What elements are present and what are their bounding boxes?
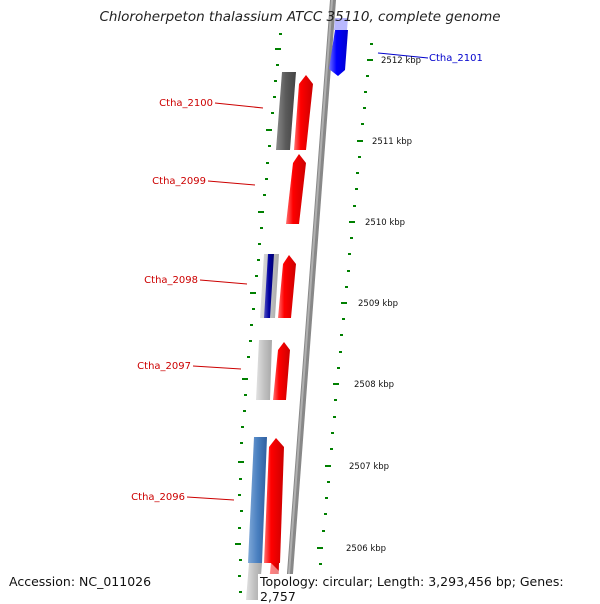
leader-ctha-2096 (186, 496, 235, 501)
leader-ctha-2097 (192, 365, 242, 370)
scale-label: 2511 kbp (372, 137, 412, 147)
scale-label: 2508 kbp (354, 380, 394, 390)
genome-backbone-highlight (286, 0, 333, 600)
gene-ctha-2101[interactable] (329, 30, 348, 76)
gene-ctha-2096-forward[interactable] (264, 438, 284, 563)
scale-label: 2506 kbp (346, 544, 386, 554)
gene-partial-forward-tip (264, 563, 280, 575)
gene-ctha-2097-forward[interactable] (273, 342, 290, 400)
gene-label-ctha-2096[interactable]: Ctha_2096 (131, 492, 185, 503)
leader-ctha-2099 (207, 180, 256, 186)
gene-ctha-2101-cap (334, 18, 348, 30)
leader-ctha-2098 (199, 279, 248, 285)
accession-label: Accession: NC_011026 (7, 574, 154, 589)
gene-label-ctha-2099[interactable]: Ctha_2099 (152, 176, 206, 187)
feature-ctha-2096-steel (248, 437, 267, 563)
scale-label: 2507 kbp (349, 462, 389, 472)
gene-label-ctha-2097[interactable]: Ctha_2097 (137, 361, 191, 372)
feature-ctha-2097-light (256, 340, 272, 400)
leader-ctha-2101 (377, 52, 429, 59)
scale-label: 2509 kbp (358, 299, 398, 309)
gene-label-ctha-2098[interactable]: Ctha_2098 (144, 275, 198, 286)
gene-ctha-2099-forward[interactable] (286, 154, 306, 224)
scale-label: 2510 kbp (365, 218, 405, 228)
feature-ctha-2098-navy (264, 254, 274, 318)
gene-ctha-2098-forward[interactable] (278, 255, 296, 318)
genome-title: Chloroherpeton thalassium ATCC 35110, co… (99, 9, 501, 25)
scale-ticks-outer (316, 43, 373, 597)
scale-label: 2512 kbp (381, 56, 421, 66)
gene-ctha-2100-forward[interactable] (294, 75, 313, 150)
topology-label: Topology: circular; Length: 3,293,456 bp… (258, 574, 600, 604)
gene-label-ctha-2101[interactable]: Ctha_2101 (429, 53, 483, 64)
feature-ctha-2100-gray (276, 72, 296, 150)
leader-ctha-2100 (214, 102, 264, 109)
gene-label-ctha-2100[interactable]: Ctha_2100 (159, 98, 213, 109)
scale-ticks-inner (235, 33, 282, 593)
